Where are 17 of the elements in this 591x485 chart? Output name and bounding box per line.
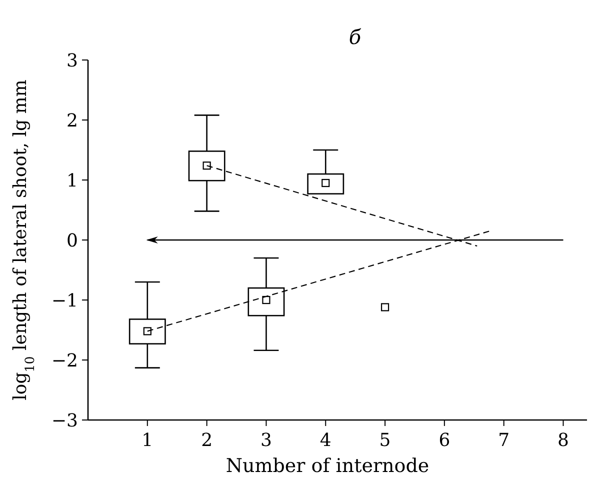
x-tick-label: 8 — [558, 430, 569, 451]
y-tick-label: −1 — [51, 290, 78, 312]
x-tick-label: 6 — [438, 430, 450, 451]
x-axis-title: Number of internode — [226, 455, 430, 477]
x-tick-label: 5 — [379, 430, 391, 451]
y-tick-label: 2 — [66, 110, 78, 132]
x-tick-label: 2 — [201, 430, 213, 451]
y-tick-label: −3 — [51, 410, 78, 432]
y-tick-label: 3 — [66, 50, 78, 72]
x-tick-label: 4 — [320, 430, 332, 451]
x-tick-label: 3 — [260, 430, 272, 451]
y-tick-label: 1 — [66, 170, 78, 192]
x-tick-label: 1 — [142, 430, 154, 451]
x-tick-label: 7 — [498, 430, 510, 451]
y-tick-label: 0 — [66, 230, 78, 252]
y-tick-label: −2 — [51, 350, 78, 372]
chart-title: б — [348, 25, 362, 49]
